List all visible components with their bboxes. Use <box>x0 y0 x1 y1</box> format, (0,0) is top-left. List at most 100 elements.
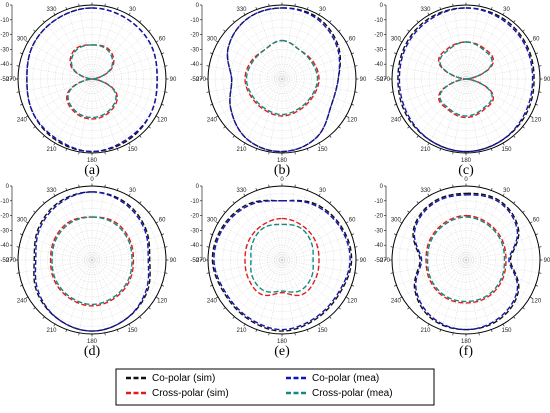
radial-tick-label: -10 <box>0 18 9 24</box>
grid-spoke <box>212 53 283 80</box>
grid-circle <box>406 200 526 320</box>
angle-tick-label: 150 <box>127 147 138 153</box>
radial-tick-label: -50 <box>190 77 199 83</box>
grid-circle <box>32 19 152 139</box>
radial-tick-label: -30 <box>0 47 9 53</box>
rim-tick <box>223 307 226 310</box>
grid-spoke <box>452 187 467 261</box>
grid-spoke <box>66 9 93 80</box>
rim-tick <box>394 233 397 235</box>
grid-spoke <box>465 212 523 261</box>
angle-tick-label: 180 <box>87 339 98 345</box>
radial-tick-label: -50 <box>374 77 383 83</box>
grid-spoke <box>281 78 339 127</box>
rim-tick <box>329 201 332 204</box>
angle-tick-label: 60 <box>533 218 540 224</box>
rim-tick <box>139 316 142 319</box>
angle-tick-label: 330 <box>236 7 247 13</box>
grid-spoke <box>281 22 330 80</box>
radial-tick-label: -20 <box>190 33 199 39</box>
grid-spoke <box>409 78 467 127</box>
angle-tick-label: 30 <box>503 7 510 13</box>
grid-spoke <box>465 78 539 93</box>
angle-tick-label: 180 <box>277 339 288 345</box>
rim-tick <box>53 12 56 16</box>
rim-tick <box>318 12 321 16</box>
grid-spoke <box>393 78 467 93</box>
rim-tick <box>513 316 516 319</box>
rim-tick <box>307 329 309 332</box>
grid-spoke <box>212 78 283 105</box>
grid-spoke <box>401 78 467 117</box>
grid-spoke <box>281 9 308 80</box>
grid-spoke <box>256 78 283 149</box>
pattern-curve <box>51 216 133 306</box>
radial-tick-label: -40 <box>374 243 383 249</box>
grid-spoke <box>393 259 467 274</box>
grid-spoke <box>409 212 467 261</box>
grid-spoke <box>91 246 165 261</box>
pattern-curve <box>33 191 151 332</box>
rim-tick <box>232 201 235 204</box>
grid-spoke <box>281 78 352 105</box>
grid-spoke <box>217 222 283 261</box>
rim-tick <box>502 12 505 16</box>
grid-spoke <box>91 203 140 261</box>
grid-spoke <box>234 78 283 136</box>
angle-tick-label: 60 <box>159 37 166 43</box>
rim-tick <box>232 316 235 319</box>
angle-tick-label: 0 <box>90 177 94 183</box>
grid-spoke <box>465 234 536 261</box>
radial-tick-label: -20 <box>0 33 9 39</box>
rim-tick <box>439 7 441 10</box>
grid-spoke <box>217 259 283 298</box>
rim-tick <box>338 126 341 129</box>
pattern-curve <box>250 223 314 293</box>
grid-spoke <box>418 203 467 261</box>
rim-tick <box>155 40 159 43</box>
rim-tick <box>139 201 142 204</box>
grid-spoke <box>91 14 130 80</box>
rim-tick <box>161 52 164 54</box>
grid-spoke <box>91 259 118 330</box>
rim-tick <box>42 135 45 138</box>
grid-spoke <box>465 78 514 136</box>
rim-tick <box>407 210 410 213</box>
angle-tick-label: 240 <box>17 299 28 305</box>
grid-spoke <box>244 259 283 325</box>
rim-tick <box>491 329 493 332</box>
angle-tick-label: 90 <box>360 77 367 83</box>
rim-tick <box>42 201 45 204</box>
grid-spoke <box>22 234 93 261</box>
radial-tick-label: 0 <box>380 3 384 9</box>
rim-tick <box>529 40 533 43</box>
rim-tick <box>399 40 403 43</box>
radial-tick-label: -50 <box>0 258 9 264</box>
legend-label: Co-polar (mea) <box>312 373 379 384</box>
rim-tick <box>243 142 246 146</box>
grid-spoke <box>27 78 93 117</box>
pattern-curve <box>425 214 507 304</box>
grid-spoke <box>440 259 467 330</box>
grid-spoke <box>212 234 283 261</box>
rim-tick <box>491 7 493 10</box>
angle-tick-label: 0 <box>280 177 284 183</box>
grid-spoke <box>19 65 93 80</box>
grid-spoke <box>91 65 165 80</box>
grid-spoke <box>91 259 140 317</box>
grid-spoke <box>281 53 352 80</box>
grid-spoke <box>27 41 93 80</box>
grid-circle <box>25 193 159 327</box>
pattern-curve <box>244 217 320 297</box>
grid-spoke <box>465 259 514 317</box>
grid-spoke <box>54 14 93 80</box>
grid-spoke <box>465 203 514 261</box>
polar-panel: 0 -10 -20 -30 -40 -50 0 30 60 90 120 150 180 210 240 27… <box>190 177 367 359</box>
grid-spoke <box>465 222 531 261</box>
rim-tick <box>439 329 441 332</box>
grid-spoke <box>212 259 283 286</box>
grid-spoke <box>91 222 157 261</box>
grid-spoke <box>465 31 523 80</box>
grid-spoke <box>281 187 296 261</box>
radial-tick-label: -30 <box>374 47 383 53</box>
